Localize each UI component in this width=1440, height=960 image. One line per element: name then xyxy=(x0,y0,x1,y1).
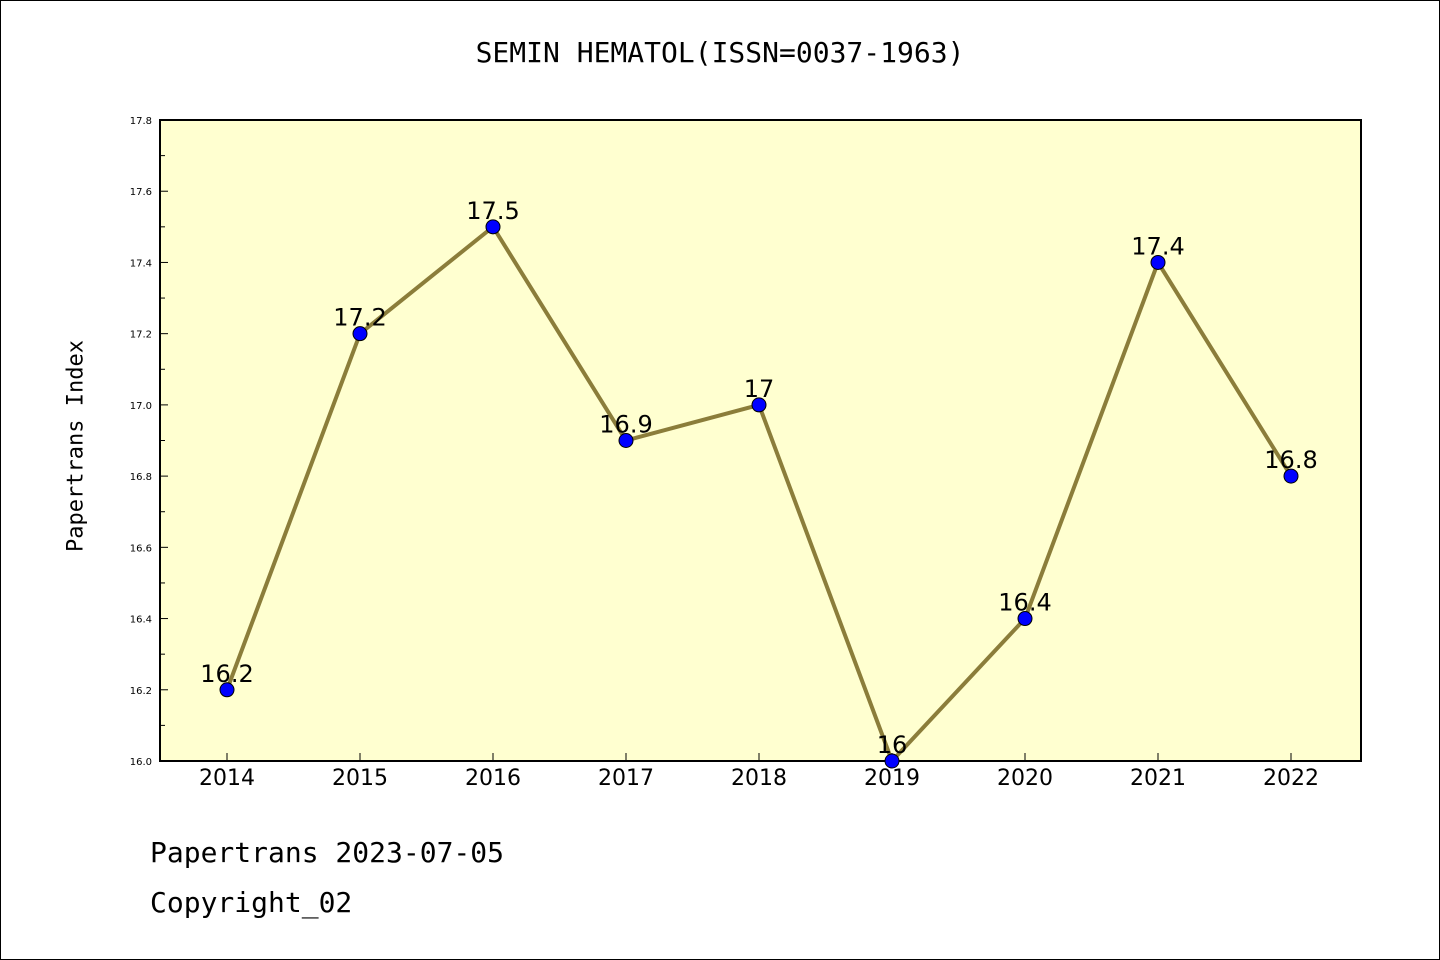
data-point xyxy=(1017,611,1033,627)
footer-date: Papertrans 2023-07-05 xyxy=(150,836,505,869)
x-tick-label: 2016 xyxy=(465,766,521,791)
footer-copyright: Copyright_02 xyxy=(150,886,353,919)
y-tick-label: 16.2 xyxy=(130,686,152,697)
x-tick-label: 2021 xyxy=(1130,766,1186,791)
y-tick-label: 17.0 xyxy=(130,401,152,412)
data-label: 17.2 xyxy=(333,304,386,332)
data-point xyxy=(618,433,634,448)
y-tick-label: 17.6 xyxy=(130,187,152,198)
y-tick-label: 17.4 xyxy=(130,258,152,269)
y-tick-label: 16.4 xyxy=(130,615,152,626)
data-label: 16.4 xyxy=(998,589,1051,617)
y-axis-ticks: 16.0 16.2 16.4 16.6 16.8 17.0 17.2 17.4 17.6 17.8 xyxy=(130,116,168,768)
x-tick-label: 2017 xyxy=(598,766,654,791)
y-tick-label: 17.2 xyxy=(130,330,152,341)
x-tick-label: 2014 xyxy=(199,766,255,791)
y-tick-label: 17.8 xyxy=(130,116,152,127)
data-point xyxy=(485,219,501,235)
data-label: 17 xyxy=(744,375,775,403)
x-tick-label: 2020 xyxy=(997,766,1053,791)
data-point xyxy=(751,397,767,413)
y-tick-label: 16.8 xyxy=(130,472,152,483)
x-tick-label: 2018 xyxy=(731,766,787,791)
data-point xyxy=(1150,254,1166,270)
y-tick-label: 16.0 xyxy=(130,757,152,768)
data-label: 16.9 xyxy=(599,411,652,439)
data-point xyxy=(1283,468,1299,484)
data-labels: 16.2 17.2 17.5 16.9 17 16 16.4 17.4 16.8 xyxy=(200,197,1317,759)
plot-area xyxy=(159,119,1362,762)
data-label: 16.8 xyxy=(1264,446,1317,474)
data-label: 17.4 xyxy=(1131,232,1184,260)
data-label: 16 xyxy=(877,731,908,759)
y-tick-label: 16.6 xyxy=(130,543,152,554)
chart-title: SEMIN HEMATOL(ISSN=0037-1963) xyxy=(475,36,965,69)
data-label: 17.5 xyxy=(466,197,519,225)
data-label: 16.2 xyxy=(200,660,253,688)
data-markers xyxy=(219,219,1299,769)
data-point xyxy=(352,326,368,342)
data-point xyxy=(219,682,235,698)
data-point xyxy=(884,753,900,769)
x-tick-label: 2015 xyxy=(332,766,388,791)
x-tick-label: 2022 xyxy=(1263,766,1319,791)
x-tick-label: 2019 xyxy=(864,766,920,791)
x-axis-ticks: 2014 2015 2016 2017 2018 2019 2020 2021 2022 xyxy=(199,753,1319,791)
